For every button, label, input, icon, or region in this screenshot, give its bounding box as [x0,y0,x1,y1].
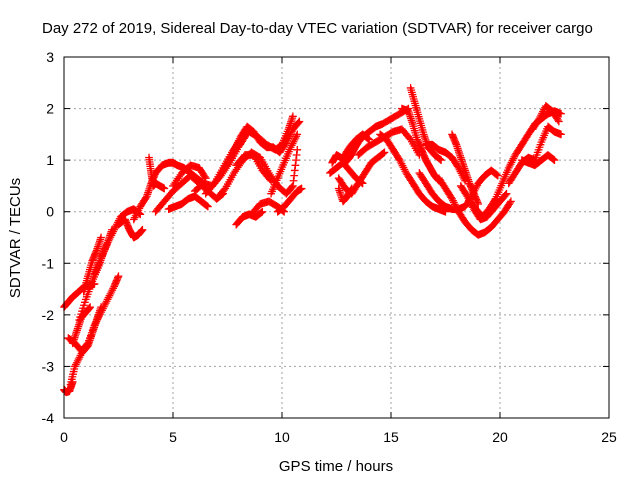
series-track-19 [232,151,275,185]
x-axis-label: GPS time / hours [279,458,393,475]
data-point [86,303,95,311]
data-point [347,184,356,193]
data-point [294,118,303,127]
axis-ticks [63,56,610,419]
series-track-11 [145,153,169,193]
x-tick-label: 5 [169,429,177,445]
series-track-20 [267,130,302,198]
data-point [138,225,147,234]
series-track-25 [326,158,367,188]
plot-frame [63,56,610,419]
data-point [501,190,510,199]
series-track-2 [60,378,77,397]
data-point [549,155,558,164]
data-points [60,84,565,397]
data-point [257,208,266,217]
data-point [557,130,565,139]
series-track-35 [435,174,515,239]
series-track-32 [406,84,445,164]
data-point [81,298,89,307]
data-point [78,307,86,316]
x-tick-label: 25 [601,429,617,445]
series-track-41 [517,151,559,170]
data-point [293,145,302,154]
data-point [200,172,209,181]
data-point [266,175,274,184]
data-point [289,112,297,121]
data-point [555,117,563,126]
series-track-27 [334,184,356,206]
data-point [493,171,501,179]
grid [64,57,609,418]
data-point [474,200,483,208]
x-axis-tick-labels: 0 5 10 15 20 25 [60,429,617,445]
y-tick-label: -4 [42,410,55,426]
y-tick-label: -1 [42,255,55,271]
series-track-23 [273,184,306,216]
y-tick-label: 1 [46,152,54,168]
series-track-10 [129,158,208,224]
x-tick-label: 0 [60,429,68,445]
series-track-36 [448,130,483,208]
y-tick-label: 2 [46,101,54,117]
data-point [293,130,302,139]
series-track-34 [422,140,469,185]
x-tick-label: 15 [383,429,399,445]
series-track-30 [376,130,450,216]
data-point [80,301,88,310]
series-track-39 [491,107,565,203]
data-point [97,233,105,242]
data-point [502,189,511,198]
data-point [76,313,85,321]
data-point [507,197,515,206]
data-point [295,117,304,126]
data-point [75,316,84,324]
data-point [288,183,296,191]
series-track-31 [398,104,443,185]
series-track-38 [465,194,500,221]
data-point [554,116,562,124]
data-point [436,155,445,164]
series-track-14 [164,192,212,213]
data-point [379,149,388,157]
y-axis-label: SDTVAR / TECUs [7,178,24,298]
data-point [506,199,514,207]
y-tick-label: -2 [42,307,55,323]
x-tick-label: 10 [274,429,290,445]
data-point [557,109,565,118]
series-track-42 [528,102,563,134]
data-point [297,184,306,193]
data-point [365,135,374,144]
series-track-28 [339,130,374,162]
data-point [204,202,212,211]
x-tick-label: 20 [492,429,508,445]
data-point [380,148,389,157]
series-track-21 [232,207,267,229]
data-point [364,134,373,143]
y-axis-tick-labels: -4 -3 -2 -1 0 1 2 3 [42,49,55,426]
data-point [437,156,445,164]
data-point [550,156,559,164]
chart-title: Day 272 of 2019, Sidereal Day-to-day VTE… [42,20,593,37]
data-point [493,171,502,180]
data-point [77,310,85,318]
y-tick-label: 0 [46,204,54,220]
y-tick-label: -3 [42,358,55,374]
data-point [203,201,211,210]
data-point [160,184,169,193]
data-point [114,272,123,281]
series-track-5 [68,303,95,348]
data-point [79,304,87,313]
series-track-7 [79,233,105,296]
series-track-9 [114,215,147,242]
data-point [258,207,267,216]
series-track-17 [230,117,304,157]
y-tick-label: 3 [46,49,54,65]
